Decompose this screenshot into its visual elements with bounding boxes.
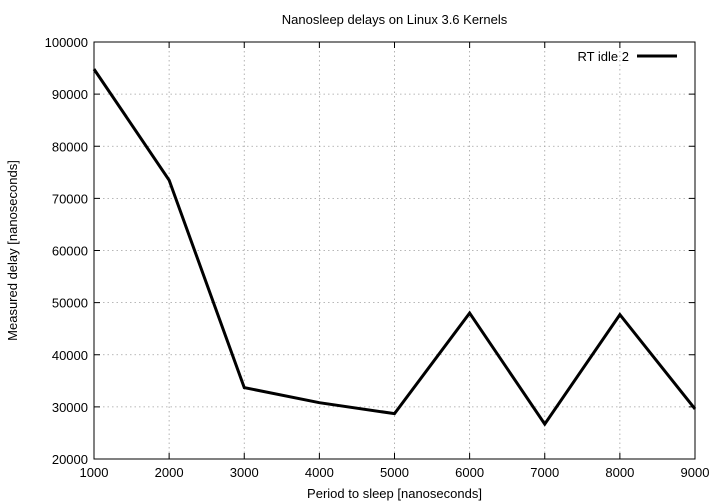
x-axis-label: Period to sleep [nanoseconds] [307,486,482,501]
x-tick-label: 2000 [155,465,184,480]
y-tick-labels: 20000 30000 40000 50000 60000 70000 80000 90000… [45,35,88,467]
y-tick-label: 100000 [45,35,88,50]
y-tick-label: 70000 [52,191,88,206]
x-tick-label: 6000 [455,465,484,480]
y-tick-label: 90000 [52,87,88,102]
y-tick-label: 20000 [52,452,88,467]
y-tick-label: 50000 [52,296,88,311]
x-tick-label: 4000 [305,465,334,480]
x-tick-labels: 1000 2000 3000 4000 5000 6000 7000 8000 9000 [80,465,710,480]
x-tick-label: 7000 [530,465,559,480]
x-tick-label: 3000 [230,465,259,480]
x-tick-label: 5000 [380,465,409,480]
x-tick-label: 9000 [681,465,710,480]
x-tick-label: 8000 [605,465,634,480]
y-tick-label: 30000 [52,400,88,415]
y-tick-label: 60000 [52,244,88,259]
axis-ticks [93,41,696,460]
grid-lines [94,42,695,459]
y-tick-label: 40000 [52,348,88,363]
series-layer [92,68,697,427]
y-tick-label: 80000 [52,139,88,154]
y-axis-label: Measured delay [nanoseconds] [5,160,20,341]
x-tick-label: 1000 [80,465,109,480]
legend-label: RT idle 2 [577,49,629,64]
chart-title: Nanosleep delays on Linux 3.6 Kernels [282,12,508,27]
legend: RT idle 2 [577,49,677,64]
